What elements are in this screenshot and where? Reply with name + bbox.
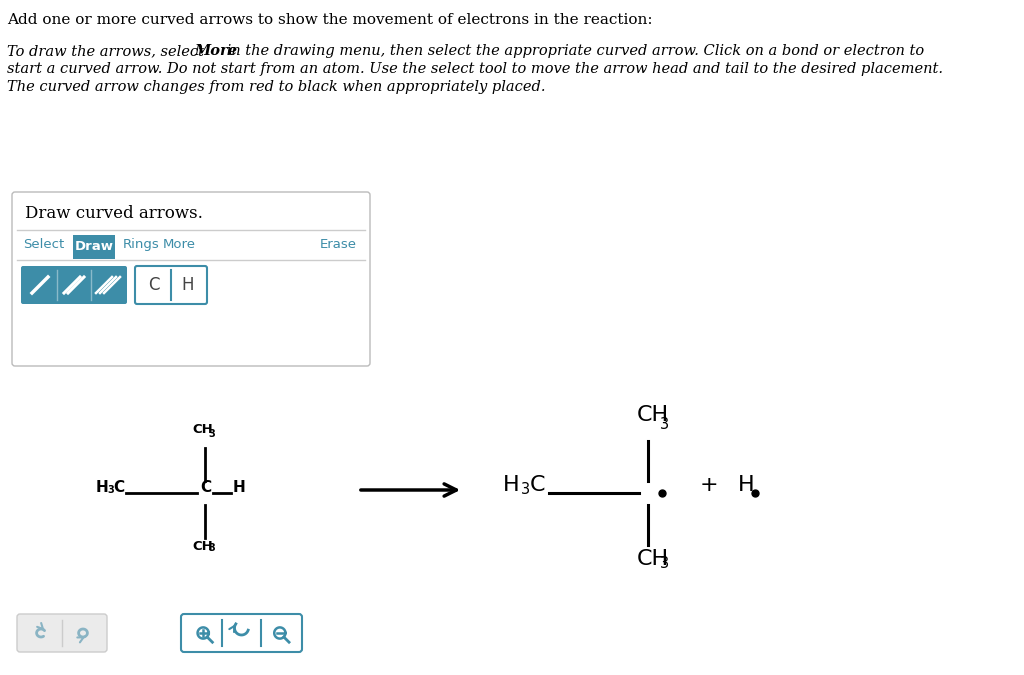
FancyBboxPatch shape <box>22 266 127 304</box>
Text: 3: 3 <box>660 417 669 432</box>
Text: H: H <box>738 475 755 495</box>
FancyBboxPatch shape <box>135 266 207 304</box>
Text: CH: CH <box>193 540 213 553</box>
Text: The curved arrow changes from red to black when appropriately placed.: The curved arrow changes from red to bla… <box>7 80 546 94</box>
Text: To draw the arrows, select: To draw the arrows, select <box>7 44 209 58</box>
Text: CH: CH <box>193 423 213 436</box>
FancyBboxPatch shape <box>17 614 106 652</box>
Text: H: H <box>181 276 195 294</box>
Text: C: C <box>148 276 160 294</box>
Text: H: H <box>503 475 519 495</box>
Text: start a curved arrow. Do not start from an atom. Use the select tool to move the: start a curved arrow. Do not start from … <box>7 62 943 76</box>
Text: Add one or more curved arrows to show the movement of electrons in the reaction:: Add one or more curved arrows to show th… <box>7 13 652 27</box>
Text: Draw curved arrows.: Draw curved arrows. <box>25 205 203 222</box>
Text: H: H <box>233 479 246 495</box>
Text: 3: 3 <box>521 481 530 497</box>
Text: C: C <box>113 479 124 495</box>
Text: CH: CH <box>637 405 669 425</box>
FancyBboxPatch shape <box>73 235 115 259</box>
Text: 3: 3 <box>208 429 215 439</box>
FancyBboxPatch shape <box>12 192 370 366</box>
Text: C: C <box>200 479 211 495</box>
Text: More: More <box>163 238 196 251</box>
Text: Draw: Draw <box>75 240 114 254</box>
Text: 3: 3 <box>208 543 215 553</box>
Text: More: More <box>194 44 237 58</box>
Text: +: + <box>700 475 719 495</box>
Text: H: H <box>96 479 109 495</box>
Text: 3: 3 <box>106 485 114 495</box>
Text: in the drawing menu, then select the appropriate curved arrow. Click on a bond o: in the drawing menu, then select the app… <box>222 44 924 58</box>
Text: Erase: Erase <box>319 238 357 251</box>
Text: 3: 3 <box>660 556 669 571</box>
Text: C: C <box>530 475 546 495</box>
Text: Select: Select <box>23 238 65 251</box>
FancyBboxPatch shape <box>181 614 302 652</box>
Text: Rings: Rings <box>123 238 160 251</box>
Text: CH: CH <box>637 549 669 569</box>
